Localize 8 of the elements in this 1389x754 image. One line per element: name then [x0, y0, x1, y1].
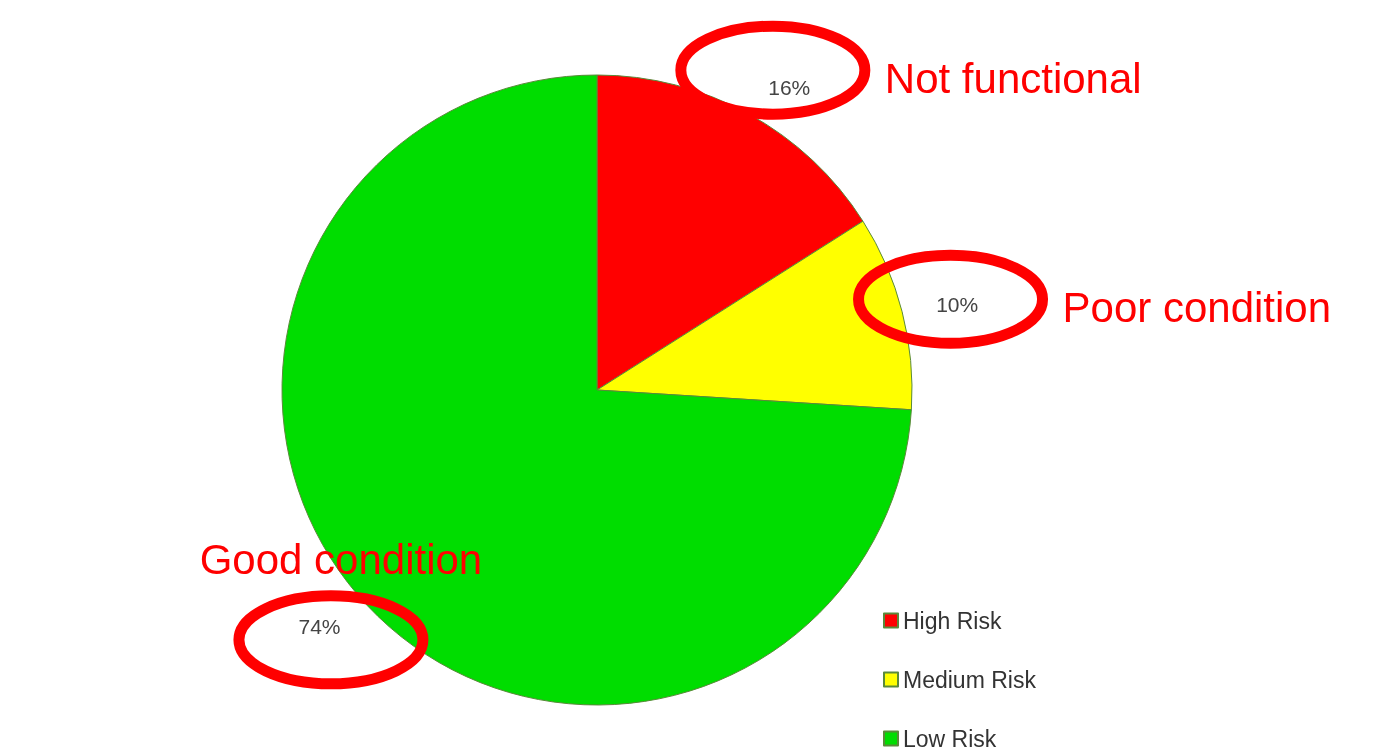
- data-label: 74%: [298, 614, 341, 638]
- data-label: 10%: [936, 292, 979, 316]
- legend-label: Low Risk: [903, 725, 997, 752]
- legend-label: Medium Risk: [903, 666, 1037, 693]
- data-label: 16%: [768, 76, 811, 100]
- legend-label: High Risk: [903, 607, 1002, 634]
- text: Poor condition: [1062, 283, 1332, 331]
- text: Not functional: [884, 54, 1142, 102]
